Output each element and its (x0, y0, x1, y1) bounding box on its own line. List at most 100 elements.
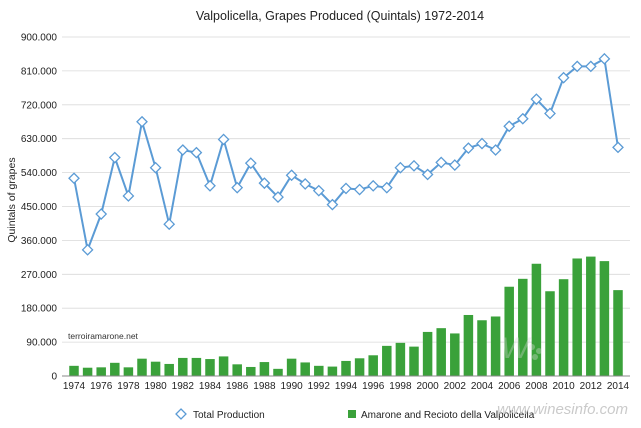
x-tick-label: 1988 (253, 381, 276, 392)
point-marker (489, 144, 502, 156)
x-tick-label: 1998 (389, 381, 412, 392)
point-marker (285, 169, 298, 182)
bar (327, 366, 338, 376)
bar (191, 357, 202, 376)
point-marker (108, 151, 121, 164)
point-marker (81, 243, 94, 256)
x-tick-label: 2014 (607, 381, 630, 392)
y-axis-ticks: 0 90.000 180.000 270.000 360.000 450.000 540.0… (21, 33, 58, 383)
bar (246, 366, 256, 376)
bar (613, 290, 623, 376)
legend-marker-amarone (348, 410, 356, 418)
y-axis-label: Quintals of grapes (6, 157, 18, 242)
bar (599, 261, 610, 376)
point-marker (122, 190, 135, 202)
x-tick-label: 1976 (90, 381, 113, 392)
point-marker (503, 120, 516, 133)
gridlines (62, 36, 630, 343)
point-marker (394, 161, 407, 174)
chart-title: Valpolicella, Grapes Produced (Quintals)… (196, 9, 484, 23)
point-marker (244, 157, 257, 170)
bar (82, 367, 93, 376)
bar (490, 316, 501, 376)
bar (69, 365, 79, 376)
point-marker (557, 71, 570, 84)
bar (477, 320, 487, 376)
point-marker (435, 156, 448, 169)
bar (463, 314, 474, 376)
x-tick-label: 2004 (471, 381, 494, 392)
point-marker (312, 184, 325, 197)
x-tick-label: 2000 (416, 381, 439, 392)
logo-watermark: W (501, 332, 542, 365)
x-tick-label: 2010 (552, 381, 575, 392)
point-marker (584, 60, 597, 73)
legend: Total Production Amarone and Recioto del… (175, 408, 535, 421)
bar (354, 358, 365, 376)
point-marker (544, 107, 556, 120)
point-marker (340, 182, 352, 195)
x-tick-label: 2002 (444, 381, 467, 392)
point-marker (204, 179, 216, 192)
bar (96, 367, 106, 376)
y-tick-label: 360.000 (21, 236, 58, 247)
site-watermark: www.winesinfo.com (497, 401, 628, 418)
point-marker (163, 218, 176, 231)
point-marker (299, 177, 312, 190)
point-marker (353, 183, 366, 196)
bar (409, 346, 419, 376)
point-marker (476, 137, 488, 150)
line-series (68, 52, 624, 256)
bar (586, 256, 596, 376)
point-marker (571, 60, 584, 73)
bar (137, 358, 147, 376)
point-marker (136, 115, 148, 128)
x-tick-label: 2008 (525, 381, 548, 392)
point-marker (190, 146, 203, 159)
point-marker (530, 93, 543, 106)
y-tick-label: 630.000 (21, 134, 58, 145)
bar (218, 356, 229, 376)
bar (300, 362, 310, 376)
y-tick-label: 720.000 (21, 100, 58, 111)
point-marker (408, 159, 420, 172)
y-tick-label: 900.000 (21, 33, 58, 44)
bar (518, 278, 528, 376)
point-marker (462, 142, 475, 155)
y-tick-label: 450.000 (21, 202, 58, 213)
legend-marker-total (175, 408, 187, 420)
point-marker (380, 181, 393, 194)
x-tick-label: 1974 (63, 381, 86, 392)
point-marker (258, 177, 271, 190)
point-marker (149, 161, 162, 174)
x-tick-label: 1992 (308, 381, 331, 392)
point-marker (68, 172, 80, 185)
y-tick-label: 810.000 (21, 66, 58, 77)
x-tick-label: 1980 (144, 381, 167, 392)
y-tick-label: 0 (51, 372, 57, 383)
bar (273, 368, 283, 376)
point-marker (231, 181, 244, 194)
x-tick-label: 2006 (498, 381, 521, 392)
bar (395, 342, 406, 376)
bar (382, 345, 392, 376)
point-marker (217, 133, 230, 146)
bar (450, 333, 460, 376)
point-marker (448, 159, 461, 171)
bar (504, 286, 514, 376)
point-marker (326, 198, 339, 211)
point-marker (516, 112, 529, 125)
x-tick-label: 1982 (172, 381, 195, 392)
bar (531, 263, 542, 376)
x-axis-ticks: 1974 1976 1978 1980 1982 1984 1986 1988 1990 1992… (63, 381, 630, 392)
bar (572, 258, 582, 376)
bar (422, 331, 433, 376)
bar (178, 357, 188, 376)
y-tick-label: 540.000 (21, 168, 58, 179)
x-tick-label: 1996 (362, 381, 385, 392)
bar (436, 328, 446, 376)
bar (341, 360, 351, 376)
bar (150, 361, 161, 376)
bar (558, 279, 569, 376)
